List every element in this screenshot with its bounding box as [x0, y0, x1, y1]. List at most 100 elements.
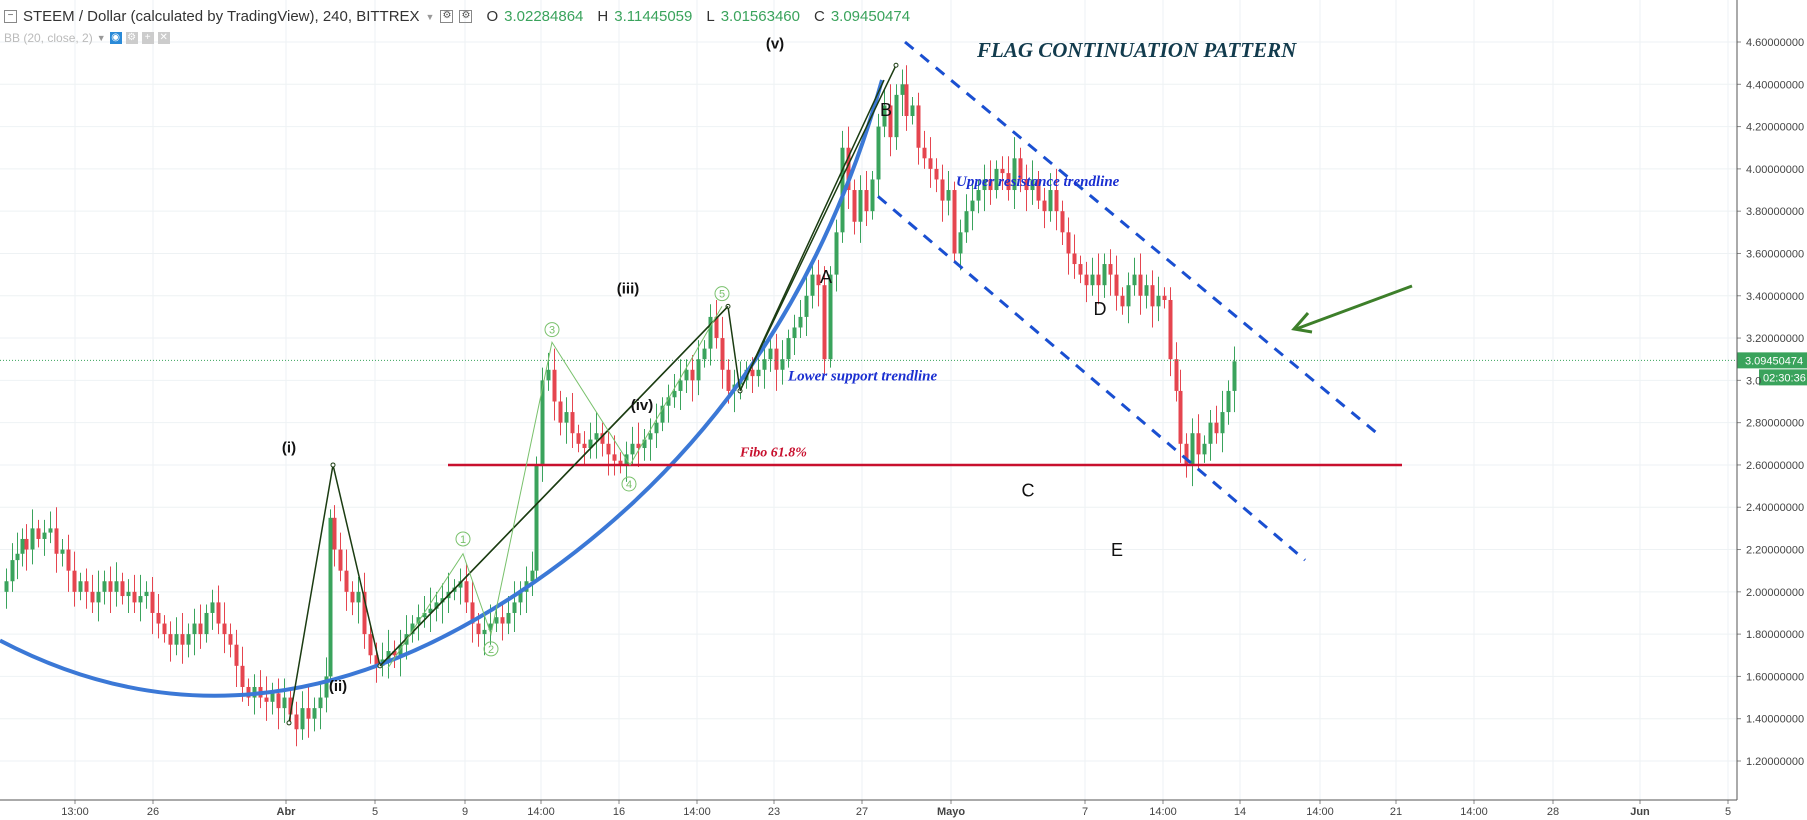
candle-body [42, 532, 47, 539]
collapse-icon[interactable]: − [4, 10, 17, 23]
candle-body [234, 644, 239, 666]
y-tick-label: 4.20000000 [1746, 122, 1804, 134]
candle-body [816, 274, 821, 286]
candle-body [78, 581, 83, 592]
candle-body [356, 591, 361, 603]
subwave-circle [621, 476, 637, 492]
candle-body [684, 369, 689, 381]
candle-body [1132, 274, 1137, 286]
candle-body [642, 439, 647, 449]
symbol-title[interactable]: STEEM / Dollar (calculated by TradingVie… [23, 8, 420, 25]
candle-body [1012, 158, 1017, 191]
annotation: Upper resistance trendline [956, 174, 1120, 190]
x-tick-label: 14:00 [683, 806, 711, 818]
wave-node [893, 62, 899, 68]
candle-body [300, 708, 305, 730]
source-icon[interactable]: ⚙ [459, 10, 473, 23]
candle-body [282, 697, 287, 709]
candle-body [4, 581, 9, 592]
candle-body [678, 380, 683, 391]
candle-body [588, 439, 593, 449]
x-tick-label: 7 [1082, 806, 1088, 818]
y-tick-label: 4.60000000 [1746, 37, 1804, 49]
candle-body [506, 612, 511, 624]
subwave-circle [455, 531, 471, 547]
candle-body [198, 623, 203, 635]
x-tick-label: 5 [372, 806, 378, 818]
candle-body [1202, 443, 1207, 455]
eye-icon[interactable]: ◉ [109, 32, 122, 44]
candle-body [888, 105, 893, 138]
candle-body [1090, 274, 1095, 286]
candle-body [96, 591, 101, 603]
y-tick-label: 4.00000000 [1746, 164, 1804, 176]
open-label: O [486, 8, 499, 25]
candle-body [108, 581, 113, 592]
y-tick-label: 2.60000000 [1746, 460, 1804, 472]
candle-body [20, 538, 25, 554]
candle-body [958, 232, 963, 254]
candle-body [940, 179, 945, 201]
candle-body [1232, 361, 1237, 391]
candle-body [840, 147, 845, 233]
candle-body [138, 596, 143, 603]
candle-body [204, 612, 209, 635]
candle-body [10, 560, 15, 582]
candle-body [1114, 274, 1119, 296]
candle-body [756, 369, 761, 377]
candle-body [1084, 274, 1089, 286]
candle-body [792, 327, 797, 339]
drawing-overlays: 3.09450474 02:30:36 1 2 3 4 5 (i) (ii) (iii) (iv) (… [0, 35, 1807, 726]
candle-body [386, 651, 391, 660]
candle-body [512, 602, 517, 613]
chevron-down-icon[interactable]: ▼ [425, 11, 435, 22]
candle-body [618, 460, 623, 465]
candle-body [494, 617, 499, 624]
more-icon[interactable]: + [141, 32, 154, 44]
candle-body [916, 105, 921, 148]
close-icon[interactable]: ✕ [157, 32, 170, 44]
candle-body [1162, 295, 1167, 300]
gear-icon[interactable]: ⚙ [125, 32, 138, 44]
candle-body [822, 285, 827, 360]
candle-body [398, 644, 403, 656]
candle-body [464, 581, 469, 603]
candle-body [952, 190, 957, 254]
annotation: Fibo 61.8% [739, 445, 807, 460]
upper-trendline [904, 40, 1383, 439]
candle-body [156, 612, 161, 624]
settings-icon[interactable]: ⚙ [440, 10, 454, 23]
x-tick-label: 16 [613, 806, 625, 818]
candle-body [852, 190, 857, 222]
candle-body [1000, 168, 1005, 174]
candle-body [870, 179, 875, 212]
chevron-down-icon[interactable]: ▼ [96, 33, 106, 43]
subwave-label: 2 [488, 644, 494, 656]
candle-body [36, 528, 41, 539]
open-value: 3.02284864 [504, 8, 584, 25]
x-tick-label: Jun [1630, 806, 1650, 818]
indicator-label[interactable]: BB (20, close, 2) [4, 31, 93, 45]
subwave-circle [544, 322, 560, 338]
y-tick-label: 2.80000000 [1746, 418, 1804, 430]
candle-body [846, 147, 851, 191]
candle-body [344, 570, 349, 592]
candle-body [1024, 179, 1029, 191]
candle-body [636, 443, 641, 449]
candle-body [904, 84, 909, 117]
candle-body [264, 697, 269, 702]
candle-body [168, 634, 173, 645]
wave-label: E [1111, 540, 1123, 560]
candle-body [30, 528, 35, 550]
chart-header: − STEEM / Dollar (calculated by TradingV… [0, 0, 1740, 45]
candle-body [500, 617, 505, 624]
candle-body [600, 433, 605, 444]
x-tick-label: 13:00 [61, 806, 89, 818]
wave-label: (iii) [617, 281, 640, 298]
candle-body [24, 538, 29, 550]
chart-grid [0, 0, 1737, 800]
candle-body [864, 190, 869, 212]
candle-body [558, 401, 563, 423]
close-value: 3.09450474 [830, 8, 911, 25]
